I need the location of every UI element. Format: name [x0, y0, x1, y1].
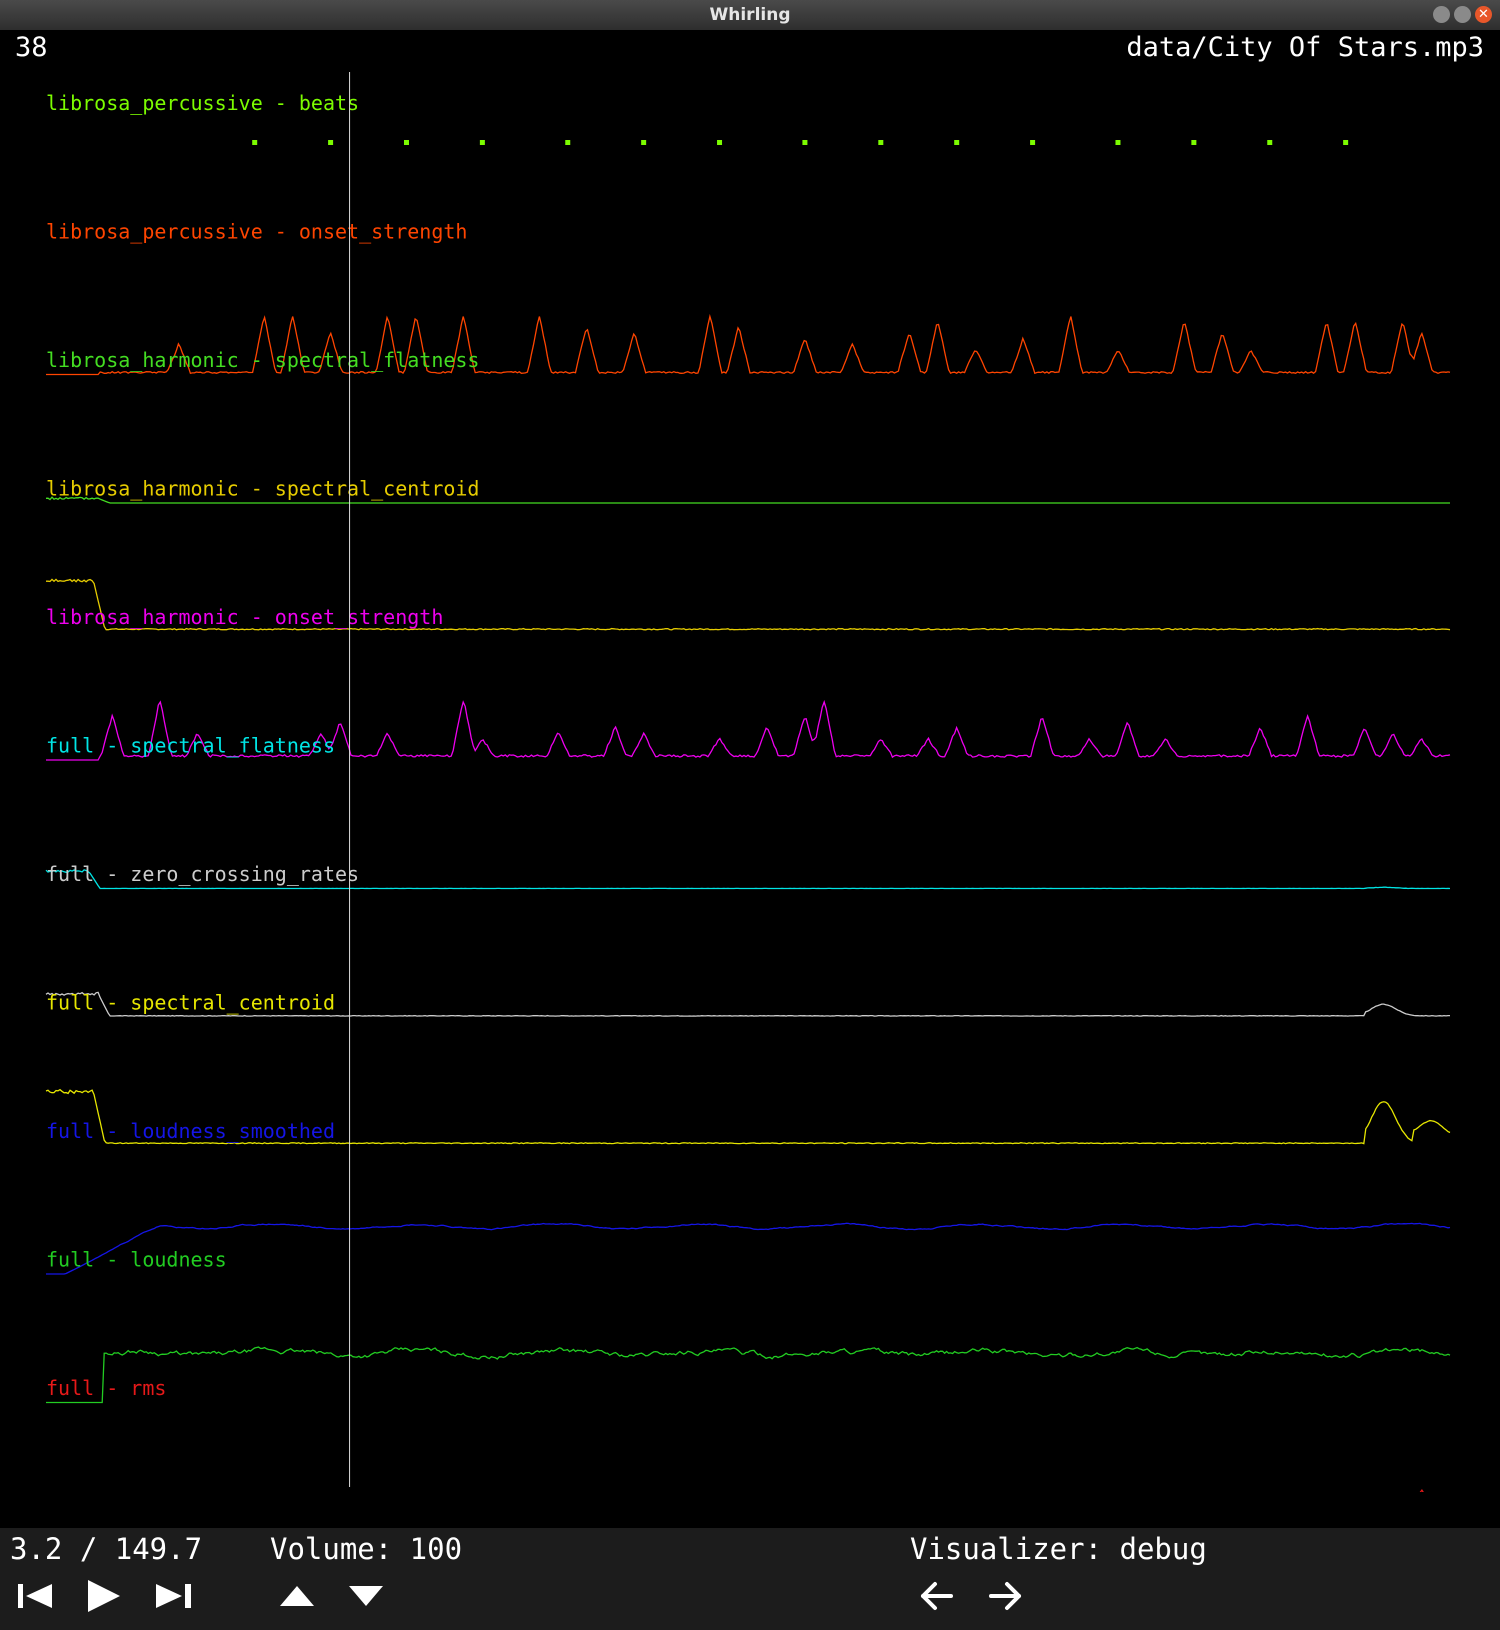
track-line — [46, 578, 1451, 631]
skip-forward-button[interactable] — [154, 1576, 194, 1616]
playback-time: 3.2 / 149.7 — [10, 1532, 203, 1566]
track-full-loudness-smoothed: full - loudness_smoothed — [46, 1119, 1451, 1275]
skip-forward-icon — [156, 1584, 182, 1608]
track-line — [45, 1088, 1451, 1145]
beat-marker — [1191, 140, 1197, 145]
play-button[interactable] — [84, 1576, 124, 1616]
triangle-up-icon — [280, 1586, 314, 1606]
window-controls: ✕ — [1433, 6, 1492, 23]
beat-marker — [1343, 140, 1349, 145]
beat-marker — [878, 140, 884, 145]
beat-marker — [403, 140, 409, 145]
arrow-right-icon — [989, 1582, 1021, 1610]
track-line — [46, 1222, 1451, 1275]
control-bar: 3.2 / 149.7 Volume: 100 Visualizer: debu… — [0, 1528, 1500, 1630]
arrow-left-icon — [921, 1582, 953, 1610]
feature-plots-svg: librosa_percussive - beats librosa_percus… — [45, 72, 1451, 1532]
track-full-rms: full - rms — [46, 1376, 1451, 1532]
feature-plots: librosa_percussive - beats librosa_percus… — [0, 72, 1500, 1532]
track-full-loudness: full - loudness — [46, 1248, 1451, 1404]
beat-marker — [802, 140, 808, 145]
track-line — [46, 1488, 1451, 1532]
track-label: librosa_percussive - beats — [46, 91, 359, 115]
beat-marker — [1115, 140, 1121, 145]
beat-marker — [565, 140, 571, 145]
beat-marker — [1267, 140, 1273, 145]
track-full-zero-crossing-rates: full - zero_crossing_rates — [45, 862, 1450, 1017]
track-label: librosa_harmonic - spectral_flatness — [46, 348, 479, 372]
track-label: full - spectral_centroid — [46, 991, 335, 1015]
beat-marker — [641, 140, 647, 145]
track-librosa-harmonic-onset-strength: librosa_harmonic - onset_strength — [46, 605, 1451, 761]
close-button[interactable]: ✕ — [1475, 6, 1492, 23]
play-icon — [88, 1580, 120, 1612]
previous-visualizer-button[interactable] — [917, 1576, 957, 1616]
beat-marker — [252, 140, 258, 145]
track-label: full - rms — [46, 1376, 166, 1400]
minimize-button[interactable] — [1433, 6, 1450, 23]
volume-label: Volume: 100 — [270, 1532, 463, 1566]
volume-up-button[interactable] — [278, 1576, 316, 1616]
next-visualizer-button[interactable] — [985, 1576, 1025, 1616]
beat-marker — [717, 140, 723, 145]
skip-back-icon — [18, 1584, 23, 1608]
track-full-spectral-centroid: full - spectral_centroid — [45, 991, 1451, 1145]
maximize-button[interactable] — [1454, 6, 1471, 23]
track-label: full - loudness — [46, 1248, 227, 1272]
track-full-spectral-flatness: full - spectral_flatness — [45, 734, 1451, 890]
track-label: librosa_harmonic - spectral_centroid — [46, 477, 479, 501]
file-name: data/City Of Stars.mp3 — [1126, 32, 1484, 63]
track-line — [45, 496, 1450, 504]
volume-down-button[interactable] — [347, 1576, 385, 1616]
track-line — [46, 313, 1451, 376]
track-librosa-harmonic-spectral-flatness: librosa_harmonic - spectral_flatness — [45, 348, 1450, 504]
track-line — [45, 991, 1450, 1017]
track-line — [46, 699, 1451, 761]
track-label: librosa_percussive - onset_strength — [46, 220, 467, 244]
track-line — [45, 869, 1451, 890]
track-label: full - loudness_smoothed — [46, 1119, 335, 1143]
window-titlebar: Whirling ✕ — [0, 0, 1500, 30]
track-label: full - spectral_flatness — [46, 734, 335, 758]
beat-marker — [1030, 140, 1036, 145]
track-librosa-harmonic-spectral-centroid: librosa_harmonic - spectral_centroid — [46, 477, 1451, 631]
beat-marker — [954, 140, 960, 145]
window-title: Whirling — [709, 5, 791, 25]
track-librosa-percussive-beats: librosa_percussive - beats — [46, 91, 1349, 145]
beat-marker — [328, 140, 334, 145]
track-librosa-percussive-onset-strength: librosa_percussive - onset_strength — [46, 220, 1451, 376]
track-label: librosa_harmonic - onset_strength — [46, 605, 443, 629]
triangle-down-icon — [349, 1586, 383, 1606]
track-label: full - zero_crossing_rates — [46, 862, 359, 886]
track-line — [46, 1346, 1451, 1404]
visualizer-label: Visualizer: debug — [910, 1532, 1207, 1566]
frame-counter: 38 — [15, 32, 48, 63]
skip-back-button[interactable] — [16, 1576, 56, 1616]
beat-marker — [479, 140, 485, 145]
